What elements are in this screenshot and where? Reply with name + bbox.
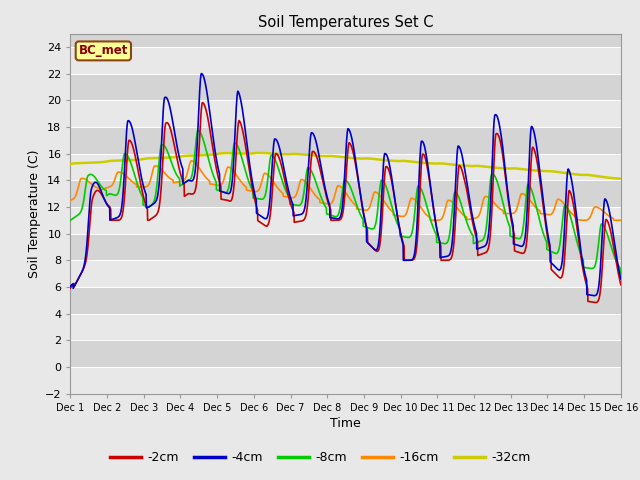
Bar	[70, 73, 621, 100]
Bar	[70, 100, 621, 127]
Bar	[70, 340, 621, 367]
Bar	[70, 127, 621, 154]
Bar	[70, 180, 621, 207]
Bar	[70, 207, 621, 234]
Bar	[70, 47, 621, 73]
Y-axis label: Soil Temperature (C): Soil Temperature (C)	[28, 149, 41, 278]
Bar	[70, 367, 621, 394]
Legend: -2cm, -4cm, -8cm, -16cm, -32cm: -2cm, -4cm, -8cm, -16cm, -32cm	[104, 446, 536, 469]
Bar	[70, 287, 621, 313]
Title: Soil Temperatures Set C: Soil Temperatures Set C	[258, 15, 433, 30]
Bar	[70, 234, 621, 260]
Text: BC_met: BC_met	[79, 44, 128, 58]
X-axis label: Time: Time	[330, 417, 361, 430]
Bar	[70, 260, 621, 287]
Bar	[70, 313, 621, 340]
Bar	[70, 154, 621, 180]
